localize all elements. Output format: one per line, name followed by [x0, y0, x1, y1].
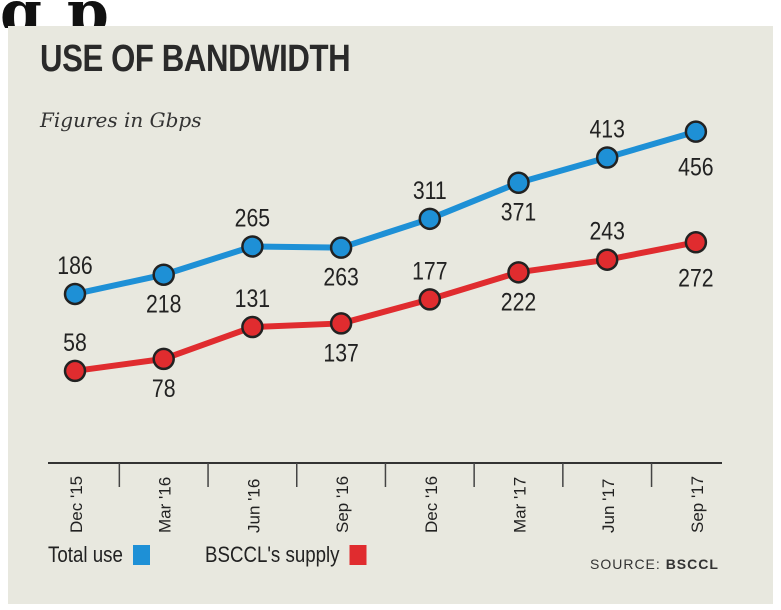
data-label: 177: [412, 257, 447, 285]
series-line: [72, 239, 699, 374]
data-point: [684, 120, 708, 143]
clipped-heading: g p: [0, 0, 781, 28]
legend-label-bsccl-supply: BSCCL's supply: [205, 542, 340, 567]
x-tick-label: Sep '17: [688, 476, 707, 533]
data-label: 265: [235, 204, 270, 232]
source-label: SOURCE:: [590, 556, 661, 572]
data-point: [418, 288, 442, 311]
data-label: 243: [589, 217, 624, 245]
data-point: [329, 312, 353, 335]
data-label: 218: [146, 290, 181, 318]
data-point: [684, 231, 708, 254]
legend-swatch-total-use: [133, 545, 151, 565]
data-label: 186: [57, 251, 92, 279]
data-label: 413: [589, 115, 624, 143]
data-label: 78: [152, 374, 176, 402]
data-point: [63, 359, 87, 383]
legend-swatch-bsccl-supply: [349, 545, 367, 565]
data-point: [595, 248, 619, 271]
data-point: [507, 171, 530, 195]
data-label: 371: [501, 198, 536, 226]
legend-total-use: Total use: [48, 542, 151, 568]
x-tick-label: Mar '17: [511, 477, 530, 533]
data-point: [329, 236, 353, 259]
data-label: 58: [63, 328, 87, 356]
data-label: 222: [501, 288, 536, 316]
data-point: [418, 207, 442, 231]
legend-label-total-use: Total use: [48, 542, 123, 567]
source-name: BSCCL: [665, 556, 719, 572]
data-label: 263: [323, 263, 358, 291]
x-tick-label: Sep '16: [333, 476, 352, 533]
chart-panel: [8, 26, 773, 604]
data-point: [152, 347, 175, 371]
x-tick-label: Jun '17: [599, 479, 618, 533]
data-point: [507, 261, 530, 284]
data-label: 137: [323, 339, 358, 367]
chart-subtitle: Figures in Gbps: [40, 108, 202, 132]
x-tick-label: Mar '16: [156, 477, 175, 533]
legend-bsccl-supply: BSCCL's supply: [205, 542, 367, 568]
data-point: [241, 315, 264, 339]
data-label: 456: [678, 153, 713, 181]
x-tick-label: Jun '16: [244, 479, 263, 533]
series-line: [72, 128, 699, 297]
source-note: SOURCE: BSCCL: [590, 556, 719, 572]
data-point: [152, 263, 175, 286]
data-label: 272: [678, 264, 713, 292]
data-label: 311: [413, 176, 447, 204]
data-point: [241, 235, 264, 258]
x-tick-label: Dec '15: [67, 476, 86, 533]
x-tick-label: Dec '16: [422, 476, 441, 533]
data-point: [63, 282, 87, 306]
chart-title: USE OF BANDWIDTH: [40, 38, 351, 80]
data-point: [595, 146, 619, 169]
data-label: 131: [235, 284, 270, 312]
